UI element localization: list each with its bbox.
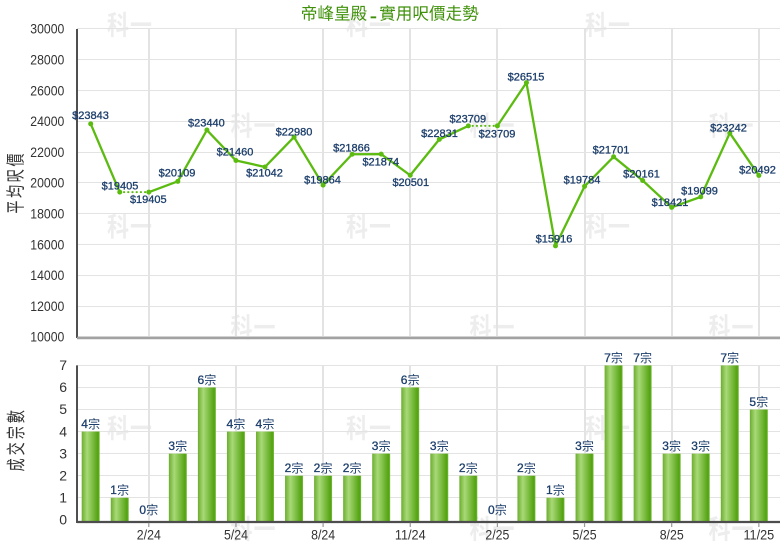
svg-text:3: 3 (575, 439, 582, 453)
svg-text:$20109: $20109 (159, 168, 196, 180)
svg-text:$23440: $23440 (188, 118, 225, 130)
svg-text:$23709: $23709 (449, 114, 486, 126)
svg-text:3: 3 (691, 439, 698, 453)
svg-text:0: 0 (139, 503, 146, 517)
svg-text:12000: 12000 (30, 298, 64, 314)
svg-text:30000: 30000 (30, 21, 64, 37)
svg-text:6: 6 (197, 373, 204, 387)
svg-text:3: 3 (168, 439, 175, 453)
svg-text:6: 6 (59, 379, 67, 395)
svg-text:5: 5 (59, 401, 67, 417)
svg-text:4: 4 (256, 417, 263, 431)
svg-text:2: 2 (59, 467, 67, 483)
svg-text:24000: 24000 (30, 113, 64, 129)
svg-text:3: 3 (430, 439, 437, 453)
svg-text:6: 6 (401, 373, 408, 387)
svg-text:1: 1 (110, 483, 117, 497)
svg-text:26000: 26000 (30, 82, 64, 98)
svg-text:2: 2 (314, 461, 321, 475)
svg-text:0: 0 (488, 503, 495, 517)
svg-text:7: 7 (633, 351, 640, 365)
svg-text:22000: 22000 (30, 144, 64, 160)
svg-text:7: 7 (59, 357, 67, 373)
svg-text:5/24: 5/24 (224, 527, 248, 543)
svg-text:$23709: $23709 (479, 128, 516, 140)
svg-text:16000: 16000 (30, 236, 64, 252)
svg-text:$19099: $19099 (681, 186, 718, 198)
svg-text:$22980: $22980 (276, 127, 313, 139)
svg-text:20000: 20000 (30, 175, 64, 191)
svg-text:2: 2 (459, 461, 466, 475)
svg-text:11/24: 11/24 (395, 527, 426, 543)
svg-text:$19405: $19405 (130, 194, 167, 206)
svg-text:8/24: 8/24 (311, 527, 335, 543)
svg-text:$21042: $21042 (246, 168, 283, 180)
svg-text:3: 3 (59, 445, 67, 461)
svg-text:$19864: $19864 (304, 175, 341, 187)
svg-text:$23242: $23242 (710, 123, 747, 135)
svg-text:7: 7 (720, 351, 727, 365)
svg-text:1: 1 (546, 483, 553, 497)
svg-text:5: 5 (749, 395, 756, 409)
svg-text:8/25: 8/25 (660, 527, 684, 543)
svg-text:18000: 18000 (30, 206, 64, 222)
svg-text:$21460: $21460 (217, 147, 254, 159)
svg-text:11/25: 11/25 (743, 527, 774, 543)
svg-text:$20492: $20492 (739, 165, 776, 177)
svg-text:2: 2 (285, 461, 292, 475)
svg-text:$18421: $18421 (652, 197, 689, 209)
svg-text:$22831: $22831 (421, 128, 458, 140)
svg-text:3: 3 (372, 439, 379, 453)
svg-text:$20161: $20161 (623, 169, 660, 181)
svg-text:3: 3 (662, 439, 669, 453)
svg-text:4: 4 (227, 417, 234, 431)
svg-text:2/25: 2/25 (485, 527, 509, 543)
svg-text:$15916: $15916 (536, 234, 573, 246)
svg-text:$21866: $21866 (333, 143, 370, 155)
svg-text:5/25: 5/25 (573, 527, 597, 543)
svg-text:$26515: $26515 (508, 72, 545, 84)
svg-text:$19784: $19784 (564, 175, 601, 187)
svg-text:2: 2 (343, 461, 350, 475)
svg-text:4: 4 (81, 417, 88, 431)
svg-text:14000: 14000 (30, 267, 64, 283)
svg-text:2/24: 2/24 (137, 527, 161, 543)
svg-text:$23843: $23843 (72, 110, 109, 122)
svg-text:4: 4 (59, 423, 67, 439)
svg-text:7: 7 (604, 351, 611, 365)
svg-text:2: 2 (517, 461, 524, 475)
svg-text:0: 0 (59, 512, 67, 528)
svg-text:10000: 10000 (30, 329, 64, 345)
svg-text:1: 1 (59, 489, 67, 505)
svg-text:28000: 28000 (30, 52, 64, 68)
svg-text:$20501: $20501 (392, 177, 429, 189)
svg-text:$21874: $21874 (362, 157, 399, 169)
svg-text:$19405: $19405 (102, 181, 139, 193)
svg-text:$21701: $21701 (593, 145, 630, 157)
